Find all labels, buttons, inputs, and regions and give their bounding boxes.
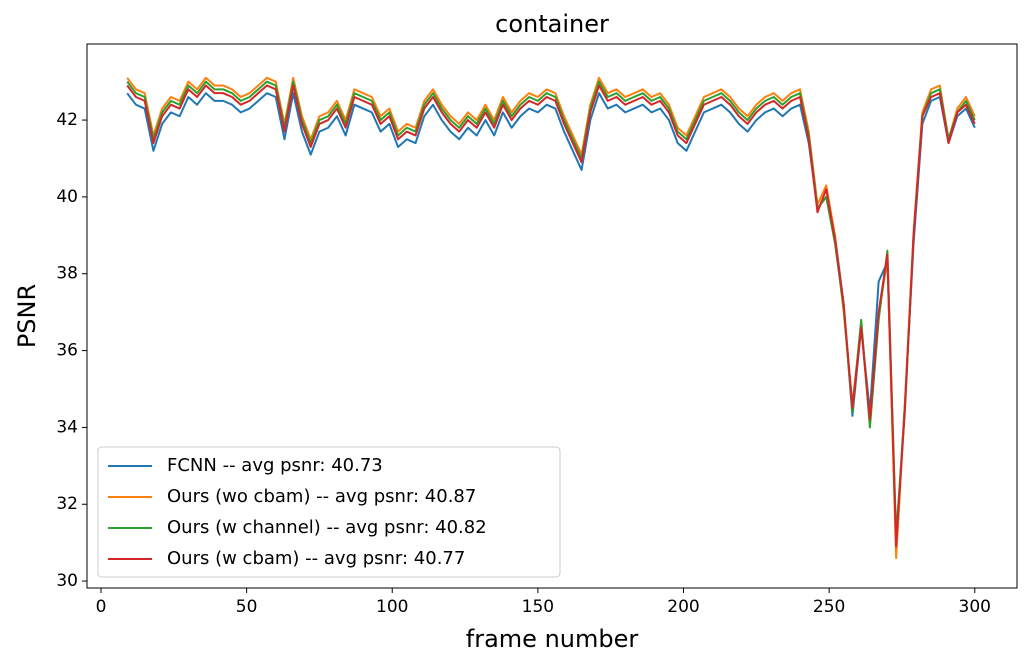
y-tick-label: 30 <box>56 571 78 591</box>
y-tick-label: 38 <box>56 264 78 284</box>
legend-box <box>97 446 561 578</box>
x-tick-label: 200 <box>667 597 699 617</box>
chart-title: container <box>495 10 609 38</box>
x-tick-label: 250 <box>813 597 845 617</box>
y-tick-label: 32 <box>56 494 78 514</box>
y-tick-label: 34 <box>56 417 78 437</box>
legend-label: Ours (wo cbam) -- avg psnr: 40.87 <box>167 486 476 507</box>
legend-label: Ours (w cbam) -- avg psnr: 40.77 <box>167 548 465 569</box>
legend-label: Ours (w channel) -- avg psnr: 40.82 <box>167 517 487 538</box>
x-tick-label: 300 <box>959 597 991 617</box>
y-tick-label: 42 <box>56 110 78 130</box>
x-tick-label: 150 <box>522 597 554 617</box>
x-tick-label: 0 <box>96 597 107 617</box>
y-tick-label: 36 <box>56 341 78 361</box>
x-axis-label: frame number <box>466 625 639 653</box>
x-tick-label: 100 <box>376 597 408 617</box>
legend-label: FCNN -- avg psnr: 40.73 <box>167 455 383 476</box>
series-line <box>126 84 976 548</box>
x-tick-label: 50 <box>236 597 258 617</box>
y-axis-label: PSNR <box>13 284 41 348</box>
plot-frame <box>86 43 1018 589</box>
y-tick-label: 40 <box>56 187 78 207</box>
